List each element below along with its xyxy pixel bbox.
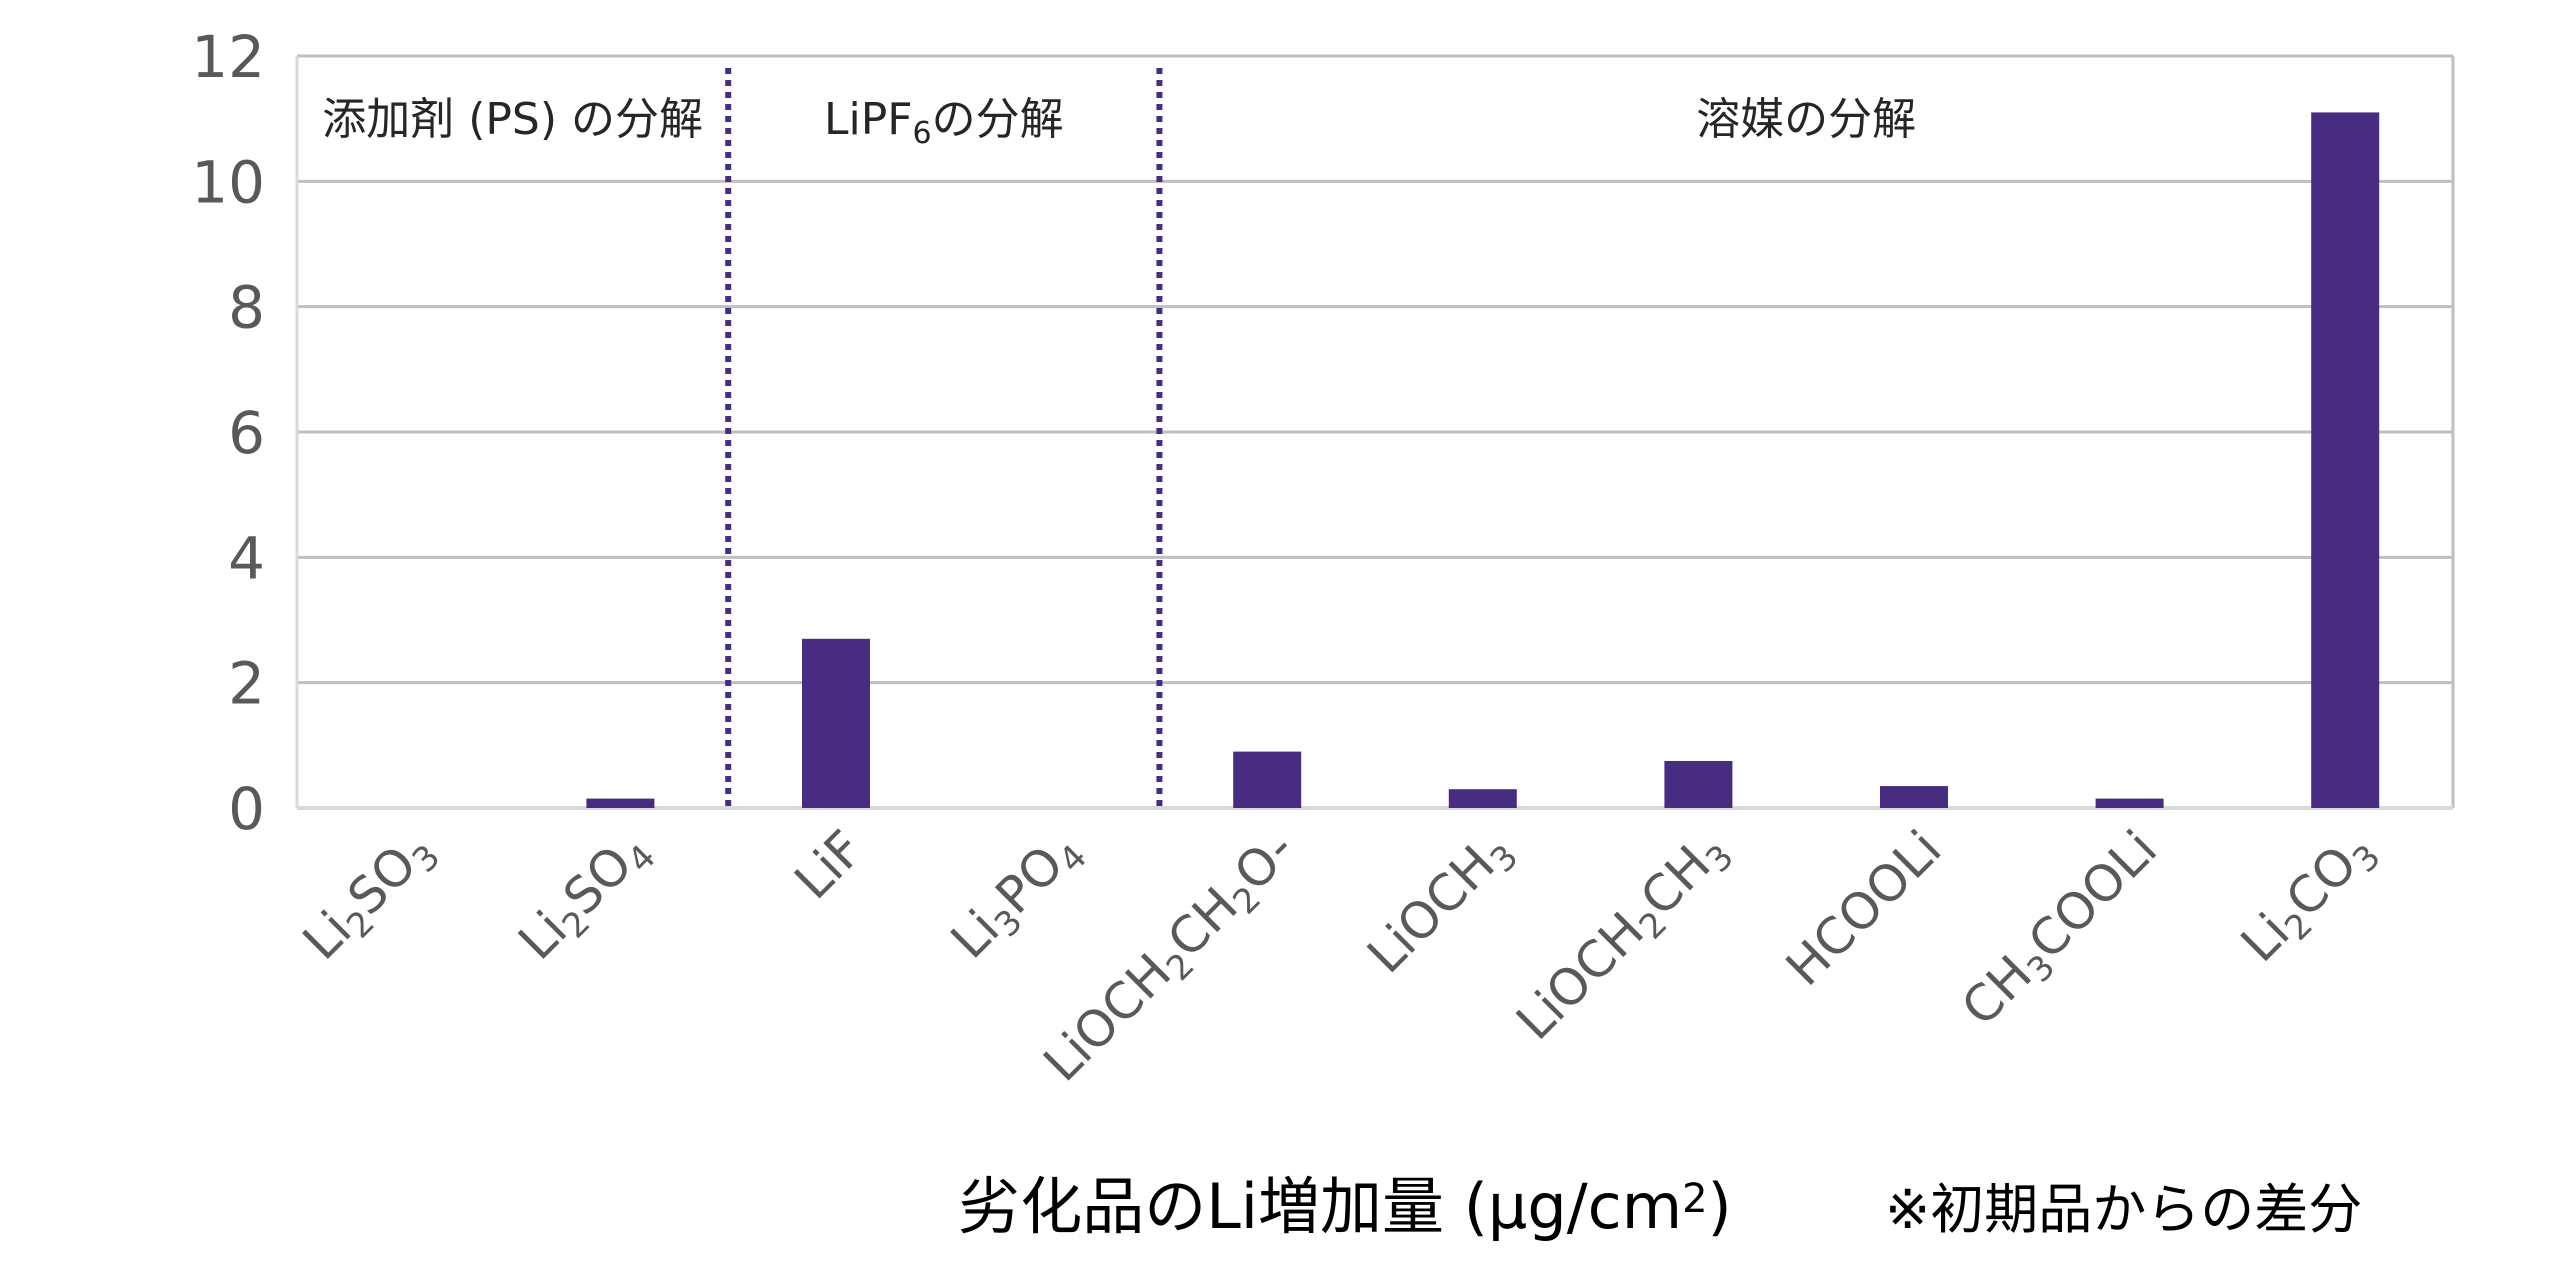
y-tick-label: 0 (228, 775, 265, 843)
bar-LiF (802, 638, 870, 808)
y-tick-label: 6 (228, 399, 265, 467)
bar-Li2CO3 (2311, 112, 2380, 808)
y-tick-label: 10 (191, 148, 265, 216)
x-tick-label: Li2SO4 (507, 819, 663, 975)
x-tick-label: Li2CO3 (2230, 819, 2389, 978)
plot-frame (295, 54, 2455, 810)
bar-HCOOLi (1880, 786, 1948, 808)
region-dividers (725, 68, 1163, 808)
x-tick-label: LiOCH2CH3 (1505, 819, 1742, 1056)
y-axis-tick-labels: 0 2 4 6 8 10 12 (191, 23, 265, 843)
x-axis-caption: 劣化品のLi増加量 (µg/cm2) (958, 1170, 1732, 1243)
y-tick-label: 2 (228, 650, 265, 718)
bar-LiOCH2CH2O- (1233, 751, 1302, 808)
x-tick-label: CH3COOLi (1951, 819, 2174, 1042)
x-tick-label: Li3PO4 (940, 819, 1095, 974)
x-tick-label: LiF (784, 819, 875, 910)
bar-LiOCH3 (1448, 789, 1517, 808)
region-label: 添加剤 (PS) の分解 (322, 94, 703, 145)
region-label: 溶媒の分解 (1696, 94, 1916, 145)
gridlines (297, 179, 2453, 685)
x-tick-label: LiOCH3 (1356, 819, 1526, 989)
region-labels: 添加剤 (PS) の分解 LiPF6の分解 溶媒の分解 (322, 94, 1916, 151)
x-tick-label: Li2SO3 (292, 819, 448, 975)
bar-LiOCH2CH3 (1664, 761, 1733, 808)
region-label: LiPF6の分解 (824, 94, 1064, 151)
bar-Li2SO4 (586, 798, 655, 808)
x-tick-label: HCOOLi (1775, 819, 1952, 996)
difference-note: ※初期品からの差分 (1885, 1178, 2362, 1241)
bars (586, 112, 2380, 808)
y-tick-label: 4 (228, 524, 265, 592)
bar-CH3COOLi (2095, 798, 2164, 808)
y-tick-label: 12 (191, 23, 265, 91)
y-tick-label: 8 (228, 274, 265, 342)
